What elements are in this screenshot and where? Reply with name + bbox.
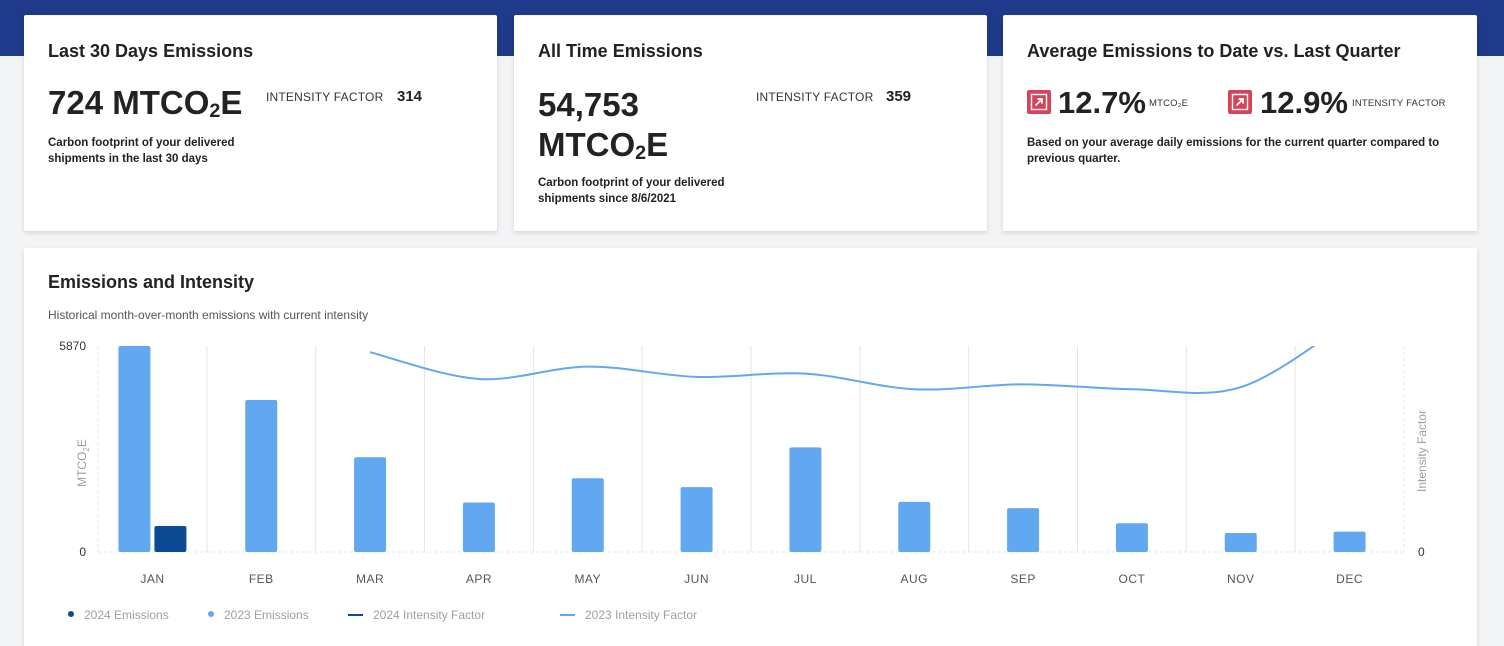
- intensity-factor-label: INTENSITY FACTOR: [266, 90, 384, 104]
- chart-title: Emissions and Intensity: [48, 272, 255, 292]
- x-tick-label: MAR: [356, 572, 384, 586]
- legend-item[interactable]: 2024 Intensity Factor: [348, 608, 485, 622]
- all-time-card: All Time Emissions 54,753 MTCO2E INTENSI…: [514, 15, 987, 231]
- bar-2023-emissions: [354, 457, 387, 552]
- legend-label: 2024 Emissions: [84, 608, 169, 622]
- y2-tick-label: 0: [1418, 545, 1425, 559]
- bar-2023-emissions: [1333, 531, 1366, 552]
- legend-item[interactable]: 2023 Emissions: [208, 608, 309, 622]
- legend-label: 2024 Intensity Factor: [373, 608, 486, 622]
- card-title: Last 30 Days Emissions: [48, 41, 254, 61]
- bar-2023-emissions: [680, 487, 713, 552]
- legend-dot-icon: [208, 611, 214, 617]
- card-title: Average Emissions to Date vs. Last Quart…: [1027, 41, 1401, 61]
- x-tick-label: OCT: [1118, 572, 1145, 586]
- x-tick-label: NOV: [1227, 572, 1255, 586]
- emissions-value: 724 MTCO2E: [48, 84, 243, 122]
- emissions-value: 54,753 MTCO2E: [538, 86, 669, 164]
- intensity-factor-value: 359: [886, 88, 912, 105]
- x-tick-label: JUL: [794, 572, 817, 586]
- y-tick-label: 5870: [59, 339, 86, 353]
- card-title: All Time Emissions: [538, 41, 703, 61]
- x-tick-label: AUG: [900, 572, 928, 586]
- chart-subtitle: Historical month-over-month emissions wi…: [48, 308, 369, 322]
- x-tick-label: FEB: [249, 572, 274, 586]
- bar-2023-emissions: [1224, 533, 1257, 552]
- card-description: Based on your average daily emissions fo…: [1027, 137, 1440, 165]
- intensity-line-2023: [369, 346, 1316, 394]
- y-axis-label: MTCO2E: [75, 439, 91, 487]
- emissions-change-percent: 12.7%: [1058, 85, 1146, 120]
- bar-2023-emissions: [789, 447, 822, 552]
- emissions-intensity-card: Emissions and Intensity Historical month…: [24, 248, 1477, 646]
- x-tick-label: SEP: [1010, 572, 1036, 586]
- bar-2023-emissions: [1115, 523, 1148, 552]
- legend-line-icon: [348, 614, 363, 616]
- trend-up-icon: [1027, 90, 1051, 114]
- intensity-factor-label: INTENSITY FACTOR: [756, 90, 874, 104]
- x-tick-label: APR: [466, 572, 492, 586]
- card-description: Carbon footprint of your delivered shipm…: [538, 177, 725, 205]
- x-tick-label: MAY: [574, 572, 601, 586]
- bar-2023-emissions: [245, 400, 278, 552]
- card-description: Carbon footprint of your delivered shipm…: [48, 137, 235, 165]
- legend-item[interactable]: 2023 Intensity Factor: [560, 608, 697, 622]
- intensity-factor-value: 314: [397, 88, 423, 105]
- legend-line-icon: [560, 614, 575, 616]
- legend-label: 2023 Intensity Factor: [585, 608, 698, 622]
- bar-2023-emissions: [462, 502, 495, 552]
- legend-label: 2023 Emissions: [224, 608, 309, 622]
- legend-item[interactable]: 2024 Emissions: [68, 608, 169, 622]
- x-tick-label: JUN: [684, 572, 709, 586]
- bar-2023-emissions: [898, 501, 931, 552]
- legend-dot-icon: [68, 611, 74, 617]
- trend-up-icon: [1228, 90, 1252, 114]
- y2-axis-label: Intensity Factor: [1415, 410, 1429, 492]
- bar-2023-emissions: [118, 346, 151, 552]
- intensity-change-unit: INTENSITY FACTOR: [1352, 98, 1446, 109]
- intensity-change-percent: 12.9%: [1260, 85, 1348, 120]
- average-emissions-card: Average Emissions to Date vs. Last Quart…: [1003, 15, 1477, 231]
- y-tick-label: 0: [79, 545, 86, 559]
- x-tick-label: DEC: [1336, 572, 1363, 586]
- bar-2023-emissions: [571, 478, 604, 552]
- bar-2023-emissions: [1007, 508, 1040, 552]
- x-tick-label: JAN: [140, 572, 164, 586]
- emissions-chart: 5870 0 0 MTCO2E Intensity Factor JAN FEB MAR APR…: [59, 339, 1429, 586]
- bar-2024-emissions: [154, 526, 187, 552]
- last-30-days-card: Last 30 Days Emissions 724 MTCO2E INTENS…: [24, 15, 497, 231]
- emissions-change-unit: MTCO₂E: [1149, 98, 1189, 109]
